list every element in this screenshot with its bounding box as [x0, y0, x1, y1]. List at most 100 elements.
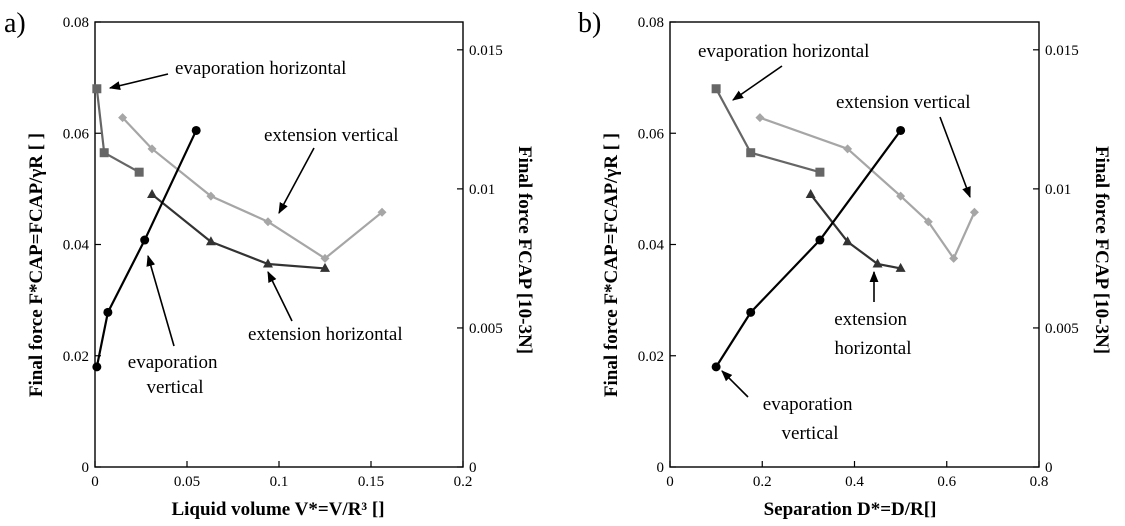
data-point-square [746, 148, 756, 158]
x-axis-label: Liquid volume V*=V/R³ [] [171, 499, 384, 520]
annotation-extension-vertical: extension vertical [264, 125, 399, 146]
x-tick-label: 0 [666, 474, 674, 490]
x-tick-label: 0.2 [454, 474, 473, 490]
panel-label: a) [4, 8, 26, 39]
annotation-evaporation-vertical: evaporation vertical [128, 352, 222, 398]
y-right-tick-label: 0.015 [1045, 43, 1079, 59]
annotation-evaporation-horizontal: evaporation horizontal [175, 58, 346, 79]
series-line-diamond [121, 116, 383, 260]
annotation-word: horizontal [834, 338, 911, 359]
data-point-circle [746, 307, 756, 317]
annotation-arrow [732, 65, 783, 101]
annotation-word: extension [834, 309, 907, 330]
axes-frame [94, 21, 464, 468]
y-right-tick-label: 0.01 [1045, 182, 1071, 198]
y-tick-label: 0.08 [638, 15, 664, 31]
y-right-tick-label: 0.005 [469, 321, 503, 337]
data-point-diamond [896, 191, 906, 201]
data-point-triangle [205, 236, 216, 246]
data-point-diamond [118, 113, 128, 123]
data-point-diamond [923, 217, 933, 227]
data-point-triangle [805, 188, 816, 198]
y-tick-label: 0.06 [63, 126, 90, 142]
data-point-diamond [755, 113, 765, 123]
plot-area [94, 21, 464, 468]
x-tick-label: 0.05 [174, 474, 200, 490]
x-tick-label: 0.8 [1030, 474, 1049, 490]
annotation-word: vertical [782, 423, 839, 444]
annotation-arrow [146, 254, 175, 347]
series-line-circle [715, 129, 902, 368]
data-point-diamond [843, 144, 853, 154]
data-point-diamond [147, 144, 157, 154]
y-right-tick-label: 0.01 [469, 182, 495, 198]
data-point-diamond [969, 207, 979, 217]
series-group [92, 84, 387, 372]
y-tick-label: 0.04 [638, 238, 665, 254]
data-point-triangle [262, 258, 273, 268]
y-axis-label-left: Final force F*CAP=FCAP/γR [ ] [601, 133, 622, 397]
data-point-triangle [147, 188, 158, 198]
data-point-triangle [842, 236, 853, 246]
panel-a: 0 0.05 0.1 0.15 0.200.020.040.060.0800.0050.… [4, 8, 535, 520]
x-axis-label: Separation D*=D/R[] [764, 499, 937, 520]
panel-b: 0 0.2 0.4 0.6 0.800.020.040.060.0800.0050.01… [578, 8, 1112, 520]
data-point-circle [815, 235, 825, 245]
data-point-circle [896, 125, 906, 135]
x-tick-label: 0.6 [937, 474, 956, 490]
series-line-diamond [759, 116, 976, 260]
data-point-triangle [320, 262, 330, 272]
panel-label: b) [578, 8, 601, 39]
series-line-triangle [809, 193, 901, 270]
series-line-square [95, 88, 140, 174]
y-tick-label: 0.06 [638, 126, 665, 142]
data-point-triangle [872, 258, 883, 268]
series-line-triangle [151, 193, 326, 270]
data-point-circle [711, 362, 721, 372]
data-point-square [99, 148, 109, 158]
x-tick-label: 0 [91, 474, 99, 490]
data-point-square [92, 84, 102, 94]
data-point-circle [140, 235, 150, 245]
axis-ticks: 0 0.2 0.4 0.6 0.800.020.040.060.0800.0050.01… [638, 15, 1079, 490]
data-point-circle [92, 362, 102, 372]
x-tick-label: 0.15 [358, 474, 384, 490]
annotation-word: evaporation [763, 394, 853, 415]
annotation-arrow [278, 147, 315, 214]
annotation-arrow [267, 270, 293, 322]
data-point-square [711, 84, 721, 94]
data-point-triangle [895, 262, 906, 272]
y-tick-label: 0.02 [63, 349, 89, 365]
y-tick-label: 0.02 [638, 349, 664, 365]
annotation-extension-horizontal: extension horizontal [248, 324, 403, 345]
annotation-arrow [108, 73, 169, 90]
data-point-diamond [949, 253, 959, 263]
y-right-tick-label: 0 [1045, 460, 1053, 476]
series-group [711, 84, 979, 372]
data-point-circle [103, 307, 113, 317]
x-tick-label: 0.2 [753, 474, 772, 490]
annotation-arrow [939, 116, 971, 199]
y-tick-label: 0.08 [63, 15, 89, 31]
annotation-word: evaporation [128, 352, 218, 373]
annotation-evaporation-vertical: evaporation vertical [763, 394, 857, 444]
series-line-circle [95, 130, 198, 368]
y-tick-label: 0 [82, 460, 90, 476]
y-right-tick-label: 0.015 [469, 43, 503, 59]
y-axis-label-left: Final force F*CAP=FCAP/γR [ ] [26, 133, 47, 397]
annotation-evaporation-horizontal: evaporation horizontal [698, 41, 869, 62]
y-tick-label: 0 [657, 460, 665, 476]
x-tick-label: 0.1 [270, 474, 289, 490]
y-tick-label: 0.04 [63, 238, 90, 254]
data-point-diamond [320, 253, 330, 263]
x-tick-label: 0.4 [845, 474, 864, 490]
data-point-circle [191, 125, 201, 135]
data-point-square [134, 167, 144, 177]
axis-ticks: 0 0.05 0.1 0.15 0.200.020.040.060.0800.0050.… [63, 15, 503, 490]
data-point-diamond [206, 191, 216, 201]
annotation-arrow [721, 370, 749, 398]
data-point-diamond [377, 207, 387, 217]
series-line-square [715, 88, 821, 174]
annotation-extension-vertical: extension vertical [836, 92, 971, 113]
